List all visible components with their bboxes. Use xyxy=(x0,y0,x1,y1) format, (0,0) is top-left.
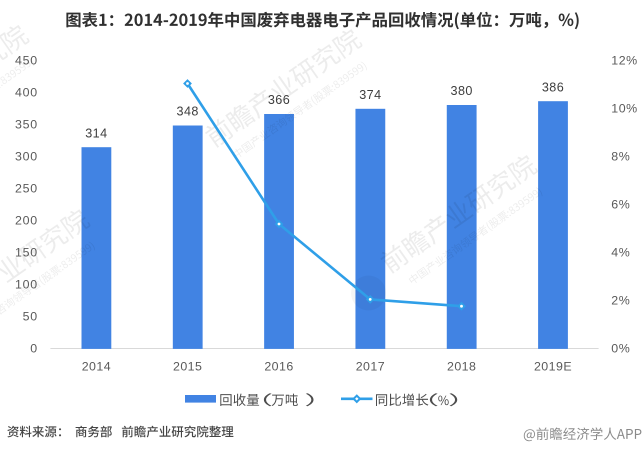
svg-text:350: 350 xyxy=(15,118,38,132)
svg-text:2%: 2% xyxy=(611,294,630,308)
svg-text:2019E: 2019E xyxy=(534,360,572,374)
svg-text:4%: 4% xyxy=(611,246,630,260)
svg-text:366: 366 xyxy=(268,93,290,107)
svg-text:348: 348 xyxy=(177,105,199,119)
svg-text:6%: 6% xyxy=(611,198,630,212)
svg-text:100: 100 xyxy=(15,278,38,292)
svg-text:200: 200 xyxy=(15,214,38,228)
svg-text:2017: 2017 xyxy=(356,360,385,374)
svg-text:0: 0 xyxy=(30,342,38,356)
svg-text:2018: 2018 xyxy=(447,360,476,374)
svg-text:50: 50 xyxy=(23,310,38,324)
svg-text:380: 380 xyxy=(451,84,473,98)
svg-text:10%: 10% xyxy=(611,102,637,116)
svg-text:300: 300 xyxy=(15,150,38,164)
svg-text:12%: 12% xyxy=(611,54,637,68)
svg-text:2014: 2014 xyxy=(82,360,111,374)
svg-text:374: 374 xyxy=(359,88,381,102)
svg-text:250: 250 xyxy=(15,182,38,196)
svg-text:450: 450 xyxy=(15,54,38,68)
svg-text:314: 314 xyxy=(85,126,107,140)
svg-text:400: 400 xyxy=(15,86,38,100)
svg-text:2016: 2016 xyxy=(264,360,293,374)
svg-text:0%: 0% xyxy=(611,342,630,356)
svg-text:2015: 2015 xyxy=(173,360,202,374)
svg-text:386: 386 xyxy=(542,80,564,94)
svg-text:150: 150 xyxy=(15,246,38,260)
svg-text:8%: 8% xyxy=(611,150,630,164)
